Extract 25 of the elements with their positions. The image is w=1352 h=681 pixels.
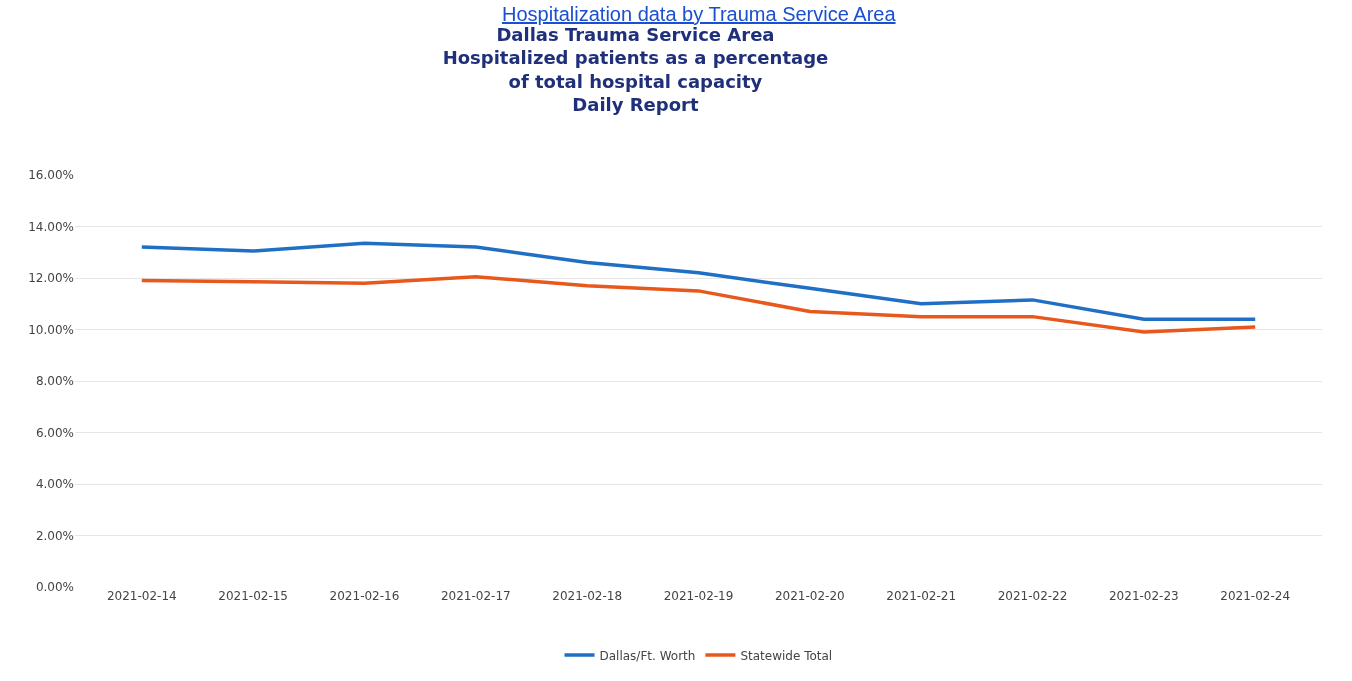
x-tick-label: 2021-02-17 — [440, 589, 511, 603]
x-tick-label: 2021-02-15 — [218, 589, 289, 603]
x-tick-label: 2021-02-19 — [663, 589, 734, 603]
text: Hospitalization data by Trauma Service Area — [502, 3, 897, 25]
x-tick-label: 2021-02-18 — [552, 589, 623, 603]
y-tick-label: 10.00% — [28, 322, 74, 337]
line-series — [140, 241, 1257, 321]
x-tick-label: 2021-02-20 — [774, 589, 845, 603]
x-tick-label: 2021-02-24 — [1220, 589, 1291, 603]
x-tick-label: 2021-02-22 — [997, 589, 1068, 603]
y-tick-label: 0.00% — [35, 580, 74, 595]
x-tick-label: 2021-02-23 — [1108, 589, 1179, 603]
y-tick-label: 14.00% — [28, 219, 74, 234]
x-tick-label: 2021-02-16 — [329, 589, 400, 603]
legend-label: Statewide Total — [740, 648, 833, 663]
x-tick-label: 2021-02-21 — [886, 589, 957, 603]
y-tick-label: 4.00% — [35, 477, 74, 492]
y-tick-label: 16.00% — [28, 168, 74, 183]
legend-label: Dallas/Ft. Worth — [599, 648, 696, 663]
y-tick-label: 6.00% — [35, 425, 74, 440]
x-tick-label: 2021-02-14 — [106, 589, 177, 603]
y-tick-label: 8.00% — [35, 374, 74, 389]
y-tick-label: 12.00% — [28, 271, 74, 286]
y-tick-label: 2.00% — [35, 528, 74, 543]
line-series — [140, 274, 1257, 334]
